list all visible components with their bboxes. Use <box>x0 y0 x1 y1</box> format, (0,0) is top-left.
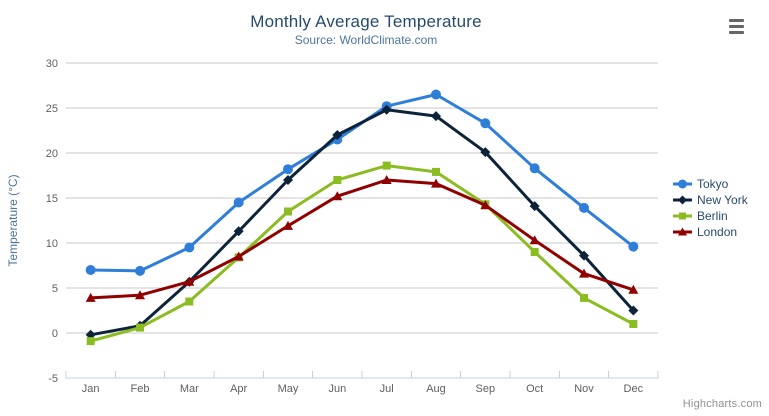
legend-diamond-icon <box>673 195 692 205</box>
data-point-london-feb[interactable] <box>135 290 145 300</box>
chart-subtitle: Source: WorldClimate.com <box>294 33 438 47</box>
series-tokyo <box>85 89 639 276</box>
data-point-london-nov[interactable] <box>579 268 589 278</box>
x-axis-label: Dec <box>624 383 644 395</box>
legend-item-new-york[interactable]: New York <box>673 192 748 208</box>
hamburger-icon <box>729 19 745 34</box>
series-new-york-line <box>89 108 635 337</box>
data-point-tokyo-mar[interactable] <box>184 242 195 253</box>
legend-circle-icon <box>673 179 692 189</box>
data-point-london-oct[interactable] <box>529 235 540 245</box>
y-axis-label: 0 <box>52 328 58 340</box>
y-axis-label: 25 <box>46 103 58 115</box>
data-point-london-jul[interactable] <box>381 175 392 184</box>
data-point-berlin-mar[interactable] <box>185 297 194 306</box>
legend: Tokyo New York Berlin London <box>673 176 748 240</box>
y-axis-label: 10 <box>46 238 58 250</box>
legend-triangle-icon <box>673 227 692 236</box>
data-point-new-york-sep[interactable] <box>480 147 491 158</box>
data-point-berlin-jun[interactable] <box>333 176 342 184</box>
data-point-new-york-aug[interactable] <box>431 111 441 122</box>
x-axis-label: Jan <box>82 383 100 395</box>
data-point-tokyo-jan[interactable] <box>85 265 96 275</box>
data-point-new-york-jun[interactable] <box>332 130 343 140</box>
series-berlin-line <box>89 164 635 343</box>
x-axis-label: Nov <box>574 383 594 395</box>
x-axis-label: Jun <box>328 383 346 395</box>
legend-square-icon <box>673 212 692 220</box>
data-point-berlin-nov[interactable] <box>580 293 588 302</box>
data-point-tokyo-aug[interactable] <box>431 89 441 100</box>
data-point-new-york-may[interactable] <box>283 175 293 185</box>
data-point-london-jan[interactable] <box>85 292 96 302</box>
x-axis-label: Aug <box>426 383 446 395</box>
data-point-berlin-feb[interactable] <box>136 323 144 332</box>
data-point-new-york-nov[interactable] <box>579 250 589 261</box>
y-axis-label: 5 <box>52 283 58 295</box>
data-point-london-mar[interactable] <box>184 276 195 286</box>
data-point-berlin-aug[interactable] <box>432 167 440 176</box>
data-point-tokyo-dec[interactable] <box>628 241 639 252</box>
chart-title: Monthly Average Temperature <box>250 12 482 31</box>
x-axis-label: May <box>278 383 299 395</box>
data-point-london-dec[interactable] <box>628 284 639 294</box>
data-point-london-jun[interactable] <box>332 191 343 201</box>
data-point-london-sep[interactable] <box>480 200 491 210</box>
data-point-new-york-jul[interactable] <box>381 104 392 115</box>
data-point-tokyo-nov[interactable] <box>579 202 589 213</box>
data-point-london-apr[interactable] <box>233 251 244 261</box>
data-point-berlin-may[interactable] <box>284 207 292 216</box>
series-new-york <box>85 104 639 340</box>
data-point-tokyo-sep[interactable] <box>480 118 491 129</box>
x-axis-label: Apr <box>230 383 247 395</box>
data-point-berlin-jul[interactable] <box>382 161 391 170</box>
credits-link[interactable]: Highcharts.com <box>682 398 762 410</box>
data-point-berlin-jan[interactable] <box>86 337 95 346</box>
y-axis-title: Temperature (°C) <box>6 174 20 266</box>
y-axis-label: 20 <box>46 148 58 160</box>
data-point-berlin-dec[interactable] <box>629 320 638 328</box>
export-menu-button[interactable] <box>729 19 745 35</box>
y-axis-label: 30 <box>46 58 58 70</box>
data-point-tokyo-feb[interactable] <box>135 265 145 276</box>
x-axis-label: Jul <box>380 383 394 395</box>
x-axis-label: Oct <box>526 383 543 395</box>
y-axis-label: 15 <box>46 193 58 205</box>
legend-item-london[interactable]: London <box>673 224 748 240</box>
legend-item-label: London <box>697 225 738 239</box>
legend-item-label: Berlin <box>697 209 728 223</box>
legend-item-label: New York <box>697 193 748 207</box>
data-point-london-aug[interactable] <box>431 178 441 188</box>
data-point-tokyo-apr[interactable] <box>233 197 244 208</box>
series-london-line <box>89 178 635 300</box>
x-axis-label: Sep <box>476 383 496 395</box>
x-axis-label: Feb <box>131 383 150 395</box>
data-point-berlin-oct[interactable] <box>530 248 539 256</box>
data-point-tokyo-may[interactable] <box>283 164 293 175</box>
series-london <box>85 175 639 302</box>
legend-item-tokyo[interactable]: Tokyo <box>673 176 748 192</box>
legend-item-label: Tokyo <box>697 177 729 191</box>
data-point-new-york-dec[interactable] <box>628 305 639 316</box>
y-axis-label: -5 <box>48 373 58 385</box>
data-point-new-york-apr[interactable] <box>233 226 244 237</box>
data-point-new-york-oct[interactable] <box>529 201 540 212</box>
data-point-london-may[interactable] <box>283 220 293 230</box>
x-axis-label: Mar <box>180 383 199 395</box>
legend-item-berlin[interactable]: Berlin <box>673 208 748 224</box>
data-point-tokyo-oct[interactable] <box>529 163 540 174</box>
